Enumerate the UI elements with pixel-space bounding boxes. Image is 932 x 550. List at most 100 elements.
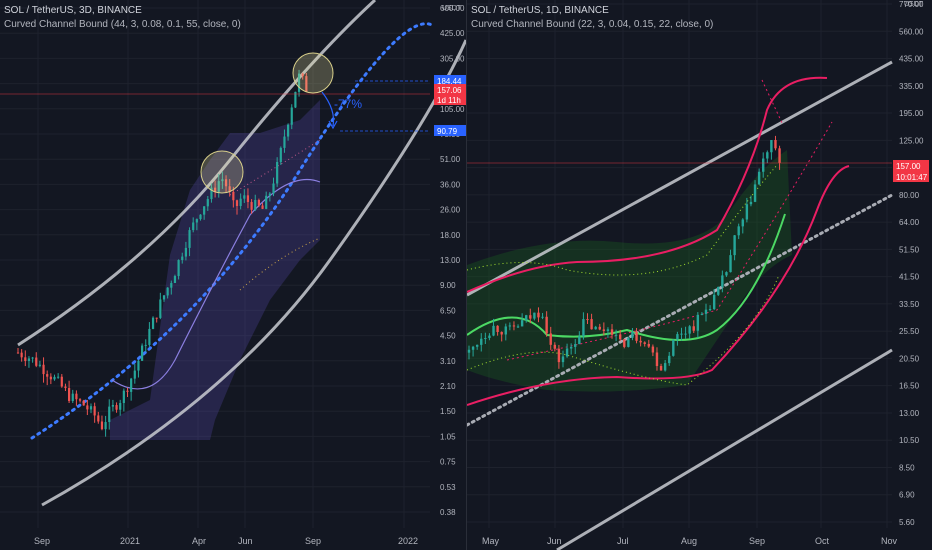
- right-candle-body: [737, 226, 740, 236]
- right-candle-body: [614, 334, 618, 336]
- right-axis-unit: USDT: [904, 1, 924, 8]
- left-candle-body: [294, 91, 297, 108]
- right-y-tick-label: 435.00: [899, 55, 924, 64]
- left-candle-body: [126, 390, 129, 392]
- right-candle-body: [668, 355, 671, 364]
- right-y-tick-label: 13.00: [899, 409, 920, 418]
- left-x-tick-label: Sep: [34, 536, 50, 546]
- right-candle-body: [712, 294, 716, 310]
- left-y-tick-label: 105.00: [440, 105, 465, 114]
- right-candle-body: [525, 315, 528, 321]
- right-upper-curve: [467, 76, 828, 293]
- left-candle-body: [148, 328, 151, 345]
- right-y-tick-label: 20.50: [899, 354, 920, 363]
- left-candle-body: [60, 376, 63, 387]
- left-chart-title: SOL / TetherUS, 3D, BINANCE: [4, 5, 142, 16]
- right-candle-body: [598, 326, 601, 330]
- left-drop-arrowhead: [328, 120, 338, 130]
- right-candle-body: [610, 329, 614, 335]
- right-y-tick-label: 10.50: [899, 436, 920, 445]
- left-top-highlight-1: [200, 150, 244, 194]
- right-inner-upper-curve: [467, 164, 778, 276]
- left-candle-body: [305, 76, 308, 92]
- right-candle-body: [549, 333, 552, 345]
- left-chart-canvas[interactable]: -77%USDT600.00425.00305.00205.00105.0075…: [0, 0, 466, 550]
- right-candle-body: [496, 325, 499, 333]
- left-candle-body: [119, 403, 122, 410]
- right-candle-body: [618, 334, 622, 340]
- right-candle-body: [753, 184, 757, 202]
- right-candle-body: [500, 332, 503, 335]
- left-candle-body: [122, 390, 125, 404]
- left-candle-body: [111, 405, 114, 407]
- right-candle-body: [733, 235, 736, 256]
- right-candle-body: [757, 171, 761, 185]
- left-dotted-median-line: [30, 22, 434, 440]
- right-candle-body: [688, 326, 691, 334]
- right-chart-header: SOL / TetherUS, 1D, BINANCE Curved Chann…: [471, 4, 713, 32]
- right-middle-curve: [467, 213, 786, 341]
- right-candle-body: [762, 158, 765, 172]
- left-candle-body: [287, 124, 290, 137]
- left-candle-body: [42, 364, 45, 375]
- right-candle-body: [565, 348, 569, 357]
- left-price-tag: [434, 125, 466, 136]
- left-y-tick-label: 18.00: [440, 231, 461, 240]
- right-chart-panel[interactable]: SOL / TetherUS, 1D, BINANCE Curved Chann…: [466, 0, 932, 550]
- right-candle-body: [700, 313, 704, 315]
- right-x-tick-label: Nov: [881, 536, 898, 546]
- right-candle-body: [729, 255, 732, 273]
- right-candle-body: [717, 286, 720, 295]
- left-candle-body: [199, 214, 202, 220]
- right-y-tick-label: 195.00: [899, 109, 924, 118]
- right-y-tick-label: 41.50: [899, 273, 920, 282]
- left-candle-body: [16, 352, 20, 354]
- left-y-tick-label: 6.50: [440, 306, 456, 315]
- right-y-tick-label: 6.90: [899, 491, 915, 500]
- left-candle-body: [144, 344, 147, 346]
- left-candle-body: [276, 161, 279, 184]
- right-x-tick-label: Jul: [617, 536, 629, 546]
- left-candle-body: [214, 187, 217, 192]
- right-candle-body: [467, 349, 471, 353]
- right-x-tick-label: Sep: [749, 536, 765, 546]
- right-candle-body: [574, 344, 577, 347]
- left-candle-body: [38, 364, 41, 366]
- left-candle-body: [268, 193, 271, 196]
- right-candle-body: [529, 315, 532, 319]
- left-candle-body: [221, 179, 224, 182]
- left-y-tick-label: 305.00: [440, 54, 465, 63]
- right-candle-body: [471, 346, 475, 350]
- right-candle-body: [704, 309, 708, 314]
- right-x-tick-label: Oct: [815, 536, 830, 546]
- right-candle-body: [512, 325, 516, 327]
- left-candle-body: [35, 357, 38, 366]
- right-price-tag: [893, 160, 929, 171]
- left-x-tick-label: Sep: [305, 536, 321, 546]
- left-candle-body: [64, 386, 67, 389]
- left-price-tag-label: 1d 11h: [437, 96, 461, 105]
- right-candle-body: [475, 344, 479, 347]
- right-y-tick-label: 5.60: [899, 518, 915, 527]
- right-candle-body: [606, 329, 610, 331]
- left-y-tick-label: 0.38: [440, 508, 456, 517]
- right-candle-body: [516, 326, 520, 328]
- left-candle-body: [71, 393, 74, 401]
- right-y-tick-label: 51.50: [899, 245, 920, 254]
- left-candle-body: [254, 199, 257, 210]
- right-candle-body: [480, 338, 483, 345]
- left-y-tick-label: 13.00: [440, 256, 461, 265]
- left-axis-unit: USDT: [442, 5, 462, 12]
- left-y-tick-label: 0.53: [440, 483, 456, 492]
- left-y-tick-label: 9.00: [440, 281, 456, 290]
- left-y-tick-label: 425.00: [440, 29, 465, 38]
- left-candle-body: [210, 187, 213, 200]
- left-candle-body: [203, 206, 206, 215]
- left-candle-body: [108, 406, 111, 423]
- left-price-tag: [434, 75, 466, 86]
- left-candle-body: [177, 260, 180, 277]
- left-candle-body: [133, 370, 136, 379]
- left-chart-panel[interactable]: SOL / TetherUS, 3D, BINANCE Curved Chann…: [0, 0, 466, 550]
- right-candle-body: [508, 325, 512, 327]
